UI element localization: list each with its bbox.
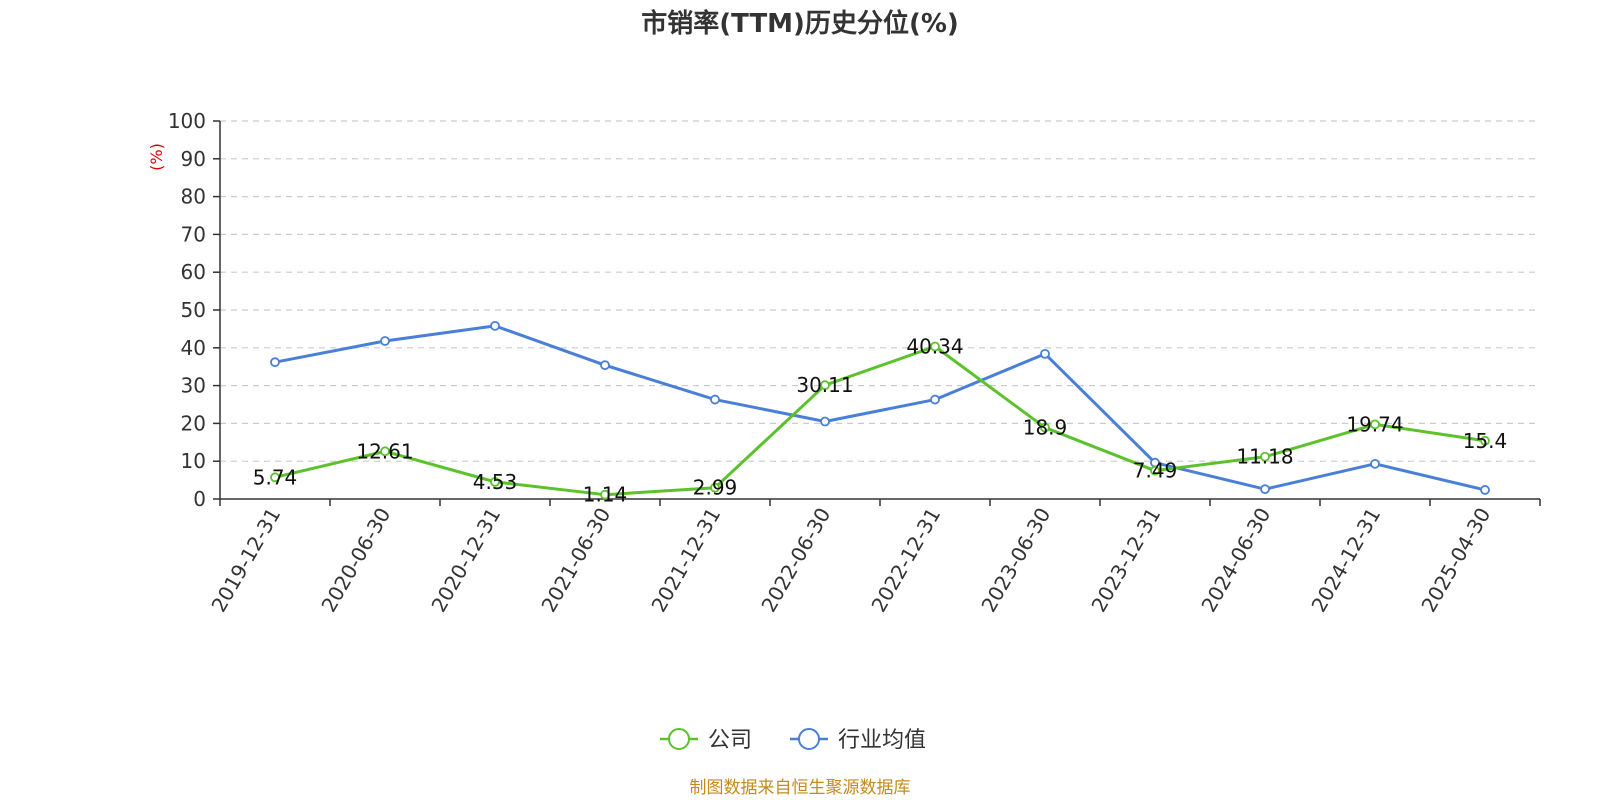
data-point: [490, 320, 500, 331]
data-point: [270, 472, 280, 483]
data-point: [710, 394, 720, 405]
x-axis-ticks: 2019-12-31 2020-06-30 2020-12-31 2021-06-30…: [206, 504, 1495, 617]
data-point: [1150, 465, 1160, 476]
x-tick-label: 2022-12-31: [866, 504, 945, 617]
data-label: 7.49: [1133, 459, 1178, 483]
data-label: 12.61: [356, 439, 413, 463]
y-tick-label: 80: [181, 185, 206, 209]
legend-item-1: 行业均值: [790, 728, 926, 753]
x-tick-label: 2025-04-30: [1416, 504, 1495, 617]
data-label: 2.99: [693, 476, 738, 500]
data-label: 15.4: [1463, 429, 1508, 453]
x-tick-label: 2021-06-30: [536, 504, 615, 617]
data-point: [1370, 458, 1380, 469]
data-point: [600, 489, 610, 500]
series-group: [270, 320, 1490, 500]
source-note: 制图数据来自恒生聚源数据库: [690, 778, 911, 798]
data-point: [820, 380, 830, 391]
data-point: [600, 360, 610, 371]
series-line-0: [274, 345, 1486, 497]
x-tick-label: 2024-06-30: [1196, 504, 1275, 617]
data-point: [930, 394, 940, 405]
data-label: 5.74: [253, 465, 298, 489]
data-point: [1480, 435, 1490, 446]
grid-lines: [220, 120, 1540, 462]
data-point: [380, 446, 390, 457]
y-tick-label: 100: [168, 109, 206, 133]
axes: [219, 121, 1541, 506]
data-point: [1040, 348, 1050, 359]
data-label: 18.9: [1023, 416, 1068, 440]
data-point: [380, 336, 390, 346]
data-point: [930, 341, 940, 352]
y-tick-label: 90: [181, 147, 206, 171]
legend-marker: [668, 728, 690, 750]
data-point: [490, 476, 500, 487]
x-tick-label: 2023-12-31: [1086, 504, 1165, 617]
y-tick-label: 20: [181, 411, 206, 435]
y-axis-ticks: 0 10 20 30 40 50 60 70 80 90 100: [168, 109, 220, 511]
data-point: [710, 482, 720, 493]
y-tick-label: 10: [181, 449, 206, 473]
data-point: [1260, 451, 1270, 462]
data-point: [1480, 485, 1490, 495]
legend-label: 行业均值: [838, 728, 926, 753]
legend-marker: [798, 728, 820, 750]
data-point: [1040, 422, 1050, 433]
x-tick-label: 2019-12-31: [206, 504, 285, 617]
data-label: 11.18: [1236, 445, 1293, 469]
data-label: 40.34: [906, 335, 963, 359]
y-tick-label: 0: [193, 487, 206, 511]
legend-item-0: 公司: [660, 728, 752, 753]
data-point: [1260, 484, 1270, 495]
data-point: [820, 416, 830, 427]
series-line-1: [274, 324, 1486, 492]
x-tick-label: 2020-06-30: [316, 504, 395, 617]
x-tick-label: 2022-06-30: [756, 504, 835, 617]
data-point: [1370, 419, 1380, 430]
y-tick-label: 30: [181, 374, 206, 398]
x-tick-label: 2021-12-31: [646, 504, 725, 617]
legend: 公司 行业均值: [660, 728, 926, 753]
data-label: 30.11: [796, 373, 853, 397]
y-axis-label: (%): [147, 143, 166, 171]
data-label: 19.74: [1346, 412, 1403, 436]
y-tick-label: 70: [181, 222, 206, 246]
y-tick-label: 50: [181, 298, 206, 322]
legend-label: 公司: [708, 728, 752, 753]
x-tick-label: 2023-06-30: [976, 504, 1055, 617]
x-tick-label: 2020-12-31: [426, 504, 505, 617]
y-tick-label: 40: [181, 336, 206, 360]
y-tick-label: 60: [181, 260, 206, 284]
chart-title: 市销率(TTM)历史分位(%): [641, 8, 959, 39]
data-label: 1.14: [583, 483, 628, 507]
data-labels: 5.74 12.61 4.53 1.14 2.99 30.11 40.34 18.9 7.49 1…: [253, 335, 1508, 507]
data-point: [270, 357, 280, 368]
data-label: 4.53: [473, 470, 518, 494]
x-tick-label: 2024-12-31: [1306, 504, 1385, 617]
